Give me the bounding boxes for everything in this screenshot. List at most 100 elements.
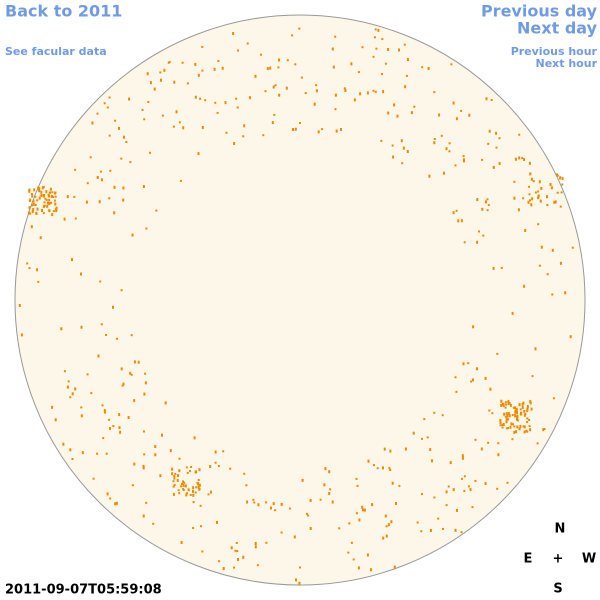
facula <box>224 101 227 105</box>
facula <box>144 372 147 375</box>
facula <box>120 367 123 371</box>
facula <box>199 504 202 507</box>
facula <box>200 525 202 528</box>
facula <box>520 412 523 416</box>
facula <box>552 397 555 400</box>
facula <box>433 141 436 145</box>
facula <box>163 68 166 72</box>
facula <box>280 502 283 506</box>
compass-west: W <box>582 552 596 567</box>
next-day-link[interactable]: Next day <box>517 19 598 38</box>
facula <box>246 42 249 45</box>
facula <box>118 413 121 417</box>
facula <box>74 217 77 220</box>
facula <box>478 230 480 233</box>
solar-disk <box>14 14 586 586</box>
next-hour-link[interactable]: Next hour <box>536 57 598 70</box>
facula <box>262 134 265 137</box>
facula <box>380 139 383 142</box>
facula <box>66 385 69 389</box>
facula <box>388 467 391 470</box>
facula <box>481 158 484 161</box>
facula <box>243 472 246 475</box>
facula <box>116 337 118 340</box>
facula <box>381 38 384 41</box>
facula <box>51 191 54 194</box>
facula <box>518 403 521 407</box>
facula <box>429 529 432 532</box>
facula <box>38 187 41 190</box>
facula <box>108 134 111 137</box>
facula <box>198 483 201 487</box>
compass-east: E <box>524 552 533 567</box>
facula <box>518 156 521 160</box>
facula <box>182 480 185 484</box>
facula <box>472 325 475 329</box>
facula <box>492 165 495 169</box>
facula <box>389 469 392 471</box>
back-year-link[interactable]: Back to 2011 <box>5 2 122 21</box>
facula <box>486 209 489 212</box>
facula <box>154 453 157 457</box>
facula <box>463 489 466 492</box>
facula <box>503 412 506 416</box>
facula <box>350 541 353 544</box>
facula <box>400 139 403 143</box>
facula <box>433 496 436 499</box>
facula <box>159 71 162 74</box>
facula <box>123 135 125 139</box>
facula <box>328 470 331 474</box>
facula <box>233 142 236 145</box>
facula <box>508 401 511 405</box>
facula <box>118 126 120 130</box>
facula <box>103 409 106 412</box>
facula <box>192 501 195 504</box>
facula <box>119 430 122 434</box>
facula <box>192 493 195 497</box>
facula <box>519 408 522 411</box>
facula <box>291 34 294 37</box>
facula <box>524 229 527 232</box>
facula <box>372 55 375 58</box>
facula <box>507 418 510 421</box>
facula <box>441 414 444 417</box>
facula <box>74 168 77 171</box>
facula <box>298 27 301 30</box>
facula <box>495 131 498 135</box>
facula <box>528 425 531 428</box>
facula <box>109 427 111 430</box>
facula <box>180 541 183 544</box>
facula <box>192 486 195 490</box>
facula <box>26 262 29 265</box>
facular-data-link[interactable]: See facular data <box>5 45 107 58</box>
facula <box>217 60 220 62</box>
facula <box>172 125 175 128</box>
facula <box>437 517 440 520</box>
facula <box>32 199 35 203</box>
facula <box>38 190 41 193</box>
facula <box>532 180 535 183</box>
facula <box>387 523 390 527</box>
facula <box>467 362 470 365</box>
facula <box>404 447 407 451</box>
facula <box>81 451 84 455</box>
facula <box>80 272 82 276</box>
facula <box>194 491 197 494</box>
facula <box>180 485 182 488</box>
facula <box>501 424 504 426</box>
previous-hour-link[interactable]: Previous hour <box>511 45 598 58</box>
facula <box>564 291 567 295</box>
facula <box>546 204 549 206</box>
facula <box>216 111 219 114</box>
facula <box>307 514 310 517</box>
facula <box>391 144 394 147</box>
facula <box>194 62 197 66</box>
facula <box>189 494 192 496</box>
facula <box>500 403 503 407</box>
facula <box>507 401 510 405</box>
facula <box>143 118 146 121</box>
previous-day-link[interactable]: Previous day <box>481 2 598 21</box>
facula <box>571 246 574 249</box>
facula <box>115 501 118 505</box>
facula <box>237 558 239 561</box>
